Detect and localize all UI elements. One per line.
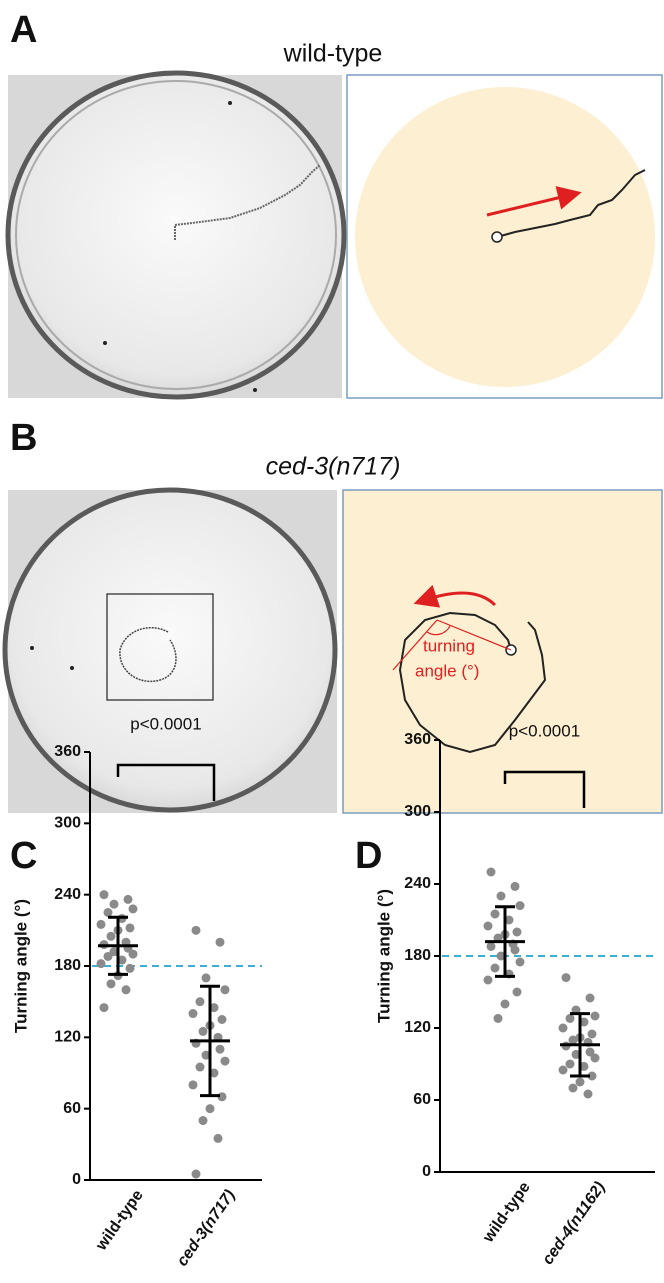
data-point	[584, 1090, 593, 1099]
data-point	[104, 952, 113, 961]
data-point	[516, 901, 525, 910]
panel-label: B	[10, 417, 37, 459]
data-point	[126, 964, 135, 973]
data-point	[122, 985, 131, 994]
panel-title: wild-type	[283, 40, 383, 68]
data-point	[199, 1027, 208, 1036]
data-point	[196, 997, 205, 1006]
data-point	[491, 964, 500, 973]
data-point	[484, 976, 493, 985]
data-point	[566, 1060, 575, 1069]
data-point	[501, 1000, 510, 1009]
data-point	[569, 1084, 578, 1093]
data-point	[202, 973, 211, 982]
data-point	[562, 973, 571, 982]
y-tick-label: 60	[413, 1091, 431, 1108]
data-point	[126, 923, 135, 932]
data-point	[566, 1014, 575, 1023]
y-tick-label: 240	[404, 875, 431, 892]
data-point	[588, 1030, 597, 1039]
x-tick-label: ced-3(n717)	[174, 1187, 239, 1270]
data-point	[189, 1080, 198, 1089]
data-point	[104, 908, 113, 917]
y-tick-label: 0	[72, 1171, 81, 1188]
data-point	[221, 1057, 230, 1066]
data-point	[100, 890, 109, 899]
data-point	[129, 950, 138, 959]
data-point	[97, 920, 106, 929]
figure: A wild-type B ced-3(n717) turning angle …	[0, 0, 664, 1283]
data-point	[107, 932, 116, 941]
schematic	[347, 75, 662, 398]
y-tick-label: 0	[422, 1163, 431, 1180]
data-point	[221, 985, 230, 994]
x-tick-label: ced-4(n1162)	[539, 1179, 608, 1268]
data-point	[487, 942, 496, 951]
data-point	[199, 1116, 208, 1125]
data-point	[511, 946, 520, 955]
y-tick-label: 180	[54, 957, 81, 974]
data-point	[591, 1012, 600, 1021]
y-tick-label: 120	[54, 1029, 81, 1046]
panel-label: C	[10, 835, 37, 877]
data-point	[497, 892, 506, 901]
data-point	[591, 1054, 600, 1063]
data-point	[484, 922, 493, 931]
data-point	[196, 1063, 205, 1072]
data-point	[491, 910, 500, 919]
y-tick-label: 120	[404, 1019, 431, 1036]
y-axis-label: Turning angle (°)	[374, 889, 393, 1023]
data-point	[129, 904, 138, 913]
data-point	[192, 1170, 201, 1179]
x-tick-label: wild-type	[92, 1187, 146, 1254]
schematic	[343, 490, 662, 813]
x-tick-label: wild-type	[479, 1179, 533, 1246]
data-point	[511, 882, 520, 891]
data-point	[100, 1003, 109, 1012]
panel-label: D	[355, 835, 382, 877]
data-point	[513, 988, 522, 997]
data-point	[487, 868, 496, 877]
y-tick-label: 60	[63, 1100, 81, 1117]
data-point	[576, 1078, 585, 1087]
data-point	[569, 1036, 578, 1045]
data-point	[559, 1066, 568, 1075]
data-point	[216, 1045, 225, 1054]
y-tick-label: 240	[54, 886, 81, 903]
y-tick-label: 300	[404, 803, 431, 820]
panel-label: A	[10, 9, 37, 51]
y-tick-label: 360	[54, 743, 81, 760]
data-point	[513, 928, 522, 937]
y-tick-label: 360	[404, 731, 431, 748]
data-point	[97, 959, 106, 968]
data-point	[586, 994, 595, 1003]
panel-title: ced-3(n717)	[266, 453, 401, 481]
data-point	[206, 1104, 215, 1113]
data-point	[216, 938, 225, 947]
y-axis-label: Turning angle (°)	[11, 899, 30, 1033]
data-point	[494, 1014, 503, 1023]
p-value: p<0.0001	[509, 721, 580, 740]
annotation: angle (°)	[415, 661, 479, 680]
y-tick-label: 300	[54, 815, 81, 832]
data-point	[559, 1024, 568, 1033]
photo	[8, 73, 344, 398]
data-point	[189, 1009, 198, 1018]
data-point	[110, 900, 119, 909]
p-value: p<0.0001	[130, 714, 201, 733]
data-point	[516, 958, 525, 967]
annotation: turning	[423, 636, 475, 655]
data-point	[107, 979, 116, 988]
data-point	[124, 895, 133, 904]
data-point	[214, 1134, 223, 1143]
data-point	[218, 1015, 227, 1024]
data-point	[192, 926, 201, 935]
y-tick-label: 180	[404, 947, 431, 964]
